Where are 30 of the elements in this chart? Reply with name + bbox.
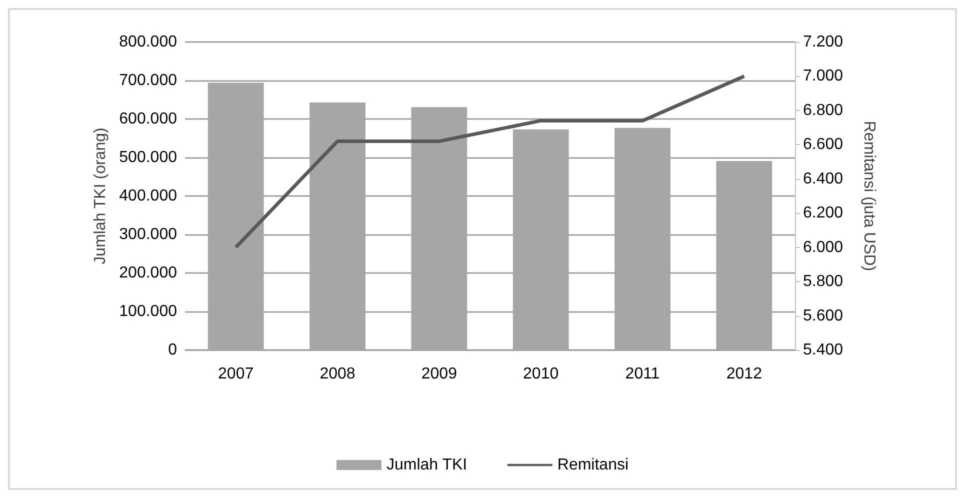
- y-tick-label: 500.000: [119, 149, 178, 166]
- line-series: [234, 74, 746, 250]
- x-tick-label: 2010: [523, 366, 559, 382]
- x-tick-label: 2007: [218, 366, 254, 382]
- y2-tick-label: 7.200: [803, 34, 844, 50]
- y2-tick-label: 6.800: [803, 102, 844, 119]
- legend-label: Remitansi: [557, 456, 629, 474]
- x-tick-label: 2012: [726, 366, 762, 382]
- y2-tick-label: 7.000: [803, 68, 844, 85]
- x-tick-label: 2011: [625, 366, 660, 382]
- y-tick-label: 400.000: [119, 188, 178, 204]
- x-tick-label: 2009: [421, 366, 458, 382]
- legend-label: Jumlah TKI: [386, 456, 468, 474]
- y-tick-label: 800.000: [119, 34, 178, 50]
- y2-tick-label: 5.600: [803, 307, 844, 324]
- y-axis-title: Jumlah TKI (orang): [92, 128, 109, 264]
- y-tick-label: 100.000: [119, 303, 178, 320]
- y2-tick-label: 6.600: [803, 136, 844, 154]
- y-tick-label: 300.000: [119, 226, 178, 243]
- y2-axis-title: Remitansi (juta USD): [860, 120, 878, 272]
- y2-tick-label: 6.200: [803, 204, 844, 222]
- y-tick-label: 0: [168, 342, 178, 358]
- y-tick-label: 700.000: [119, 72, 178, 89]
- y2-tick-label: 6.000: [803, 238, 844, 256]
- y-tick-label: 200.000: [119, 264, 178, 282]
- y2-tick-label: 5.400: [803, 342, 844, 358]
- y2-tick-label: 5.800: [803, 273, 844, 290]
- x-tick-label: 2008: [320, 366, 356, 382]
- y-tick-label: 600.000: [119, 110, 178, 128]
- y2-tick-label: 6.400: [803, 170, 844, 188]
